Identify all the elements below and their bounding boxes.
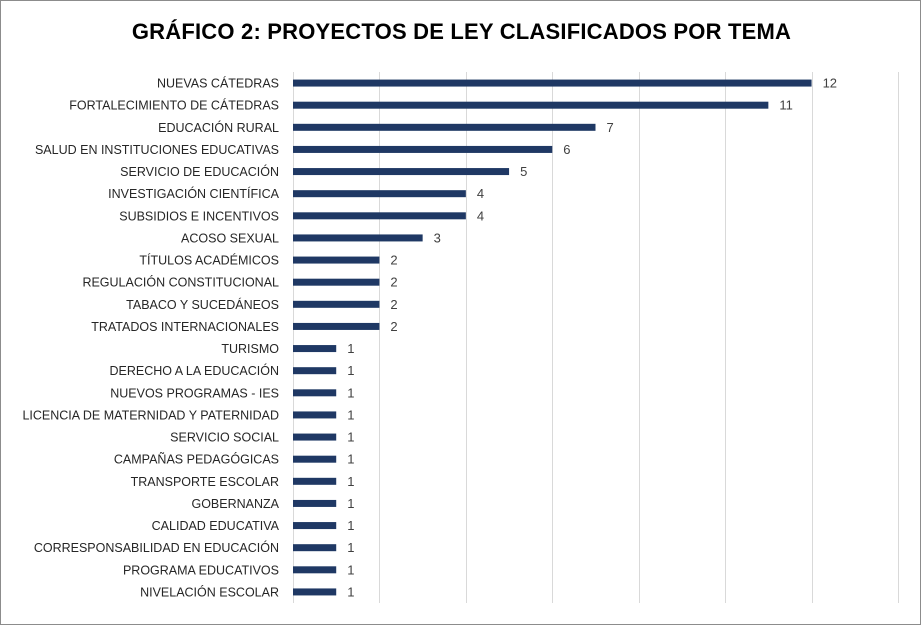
value-label: 12	[823, 76, 837, 91]
gridlines	[293, 72, 899, 603]
bars	[293, 79, 812, 596]
bar	[293, 544, 337, 552]
category-label: INVESTIGACIÓN CIENTÍFICA	[108, 186, 280, 201]
category-label: TRANSPORTE ESCOLAR	[131, 475, 279, 489]
bar	[293, 588, 337, 596]
value-label: 1	[347, 385, 354, 400]
value-label: 1	[347, 452, 354, 467]
bar	[293, 101, 769, 109]
category-label: SALUD EN INSTITUCIONES EDUCATIVAS	[35, 143, 279, 157]
category-label: NIVELACIÓN ESCOLAR	[140, 584, 279, 599]
bar	[293, 123, 596, 131]
category-label: ACOSO SEXUAL	[181, 231, 279, 245]
value-label: 1	[347, 363, 354, 378]
value-label: 1	[347, 562, 354, 577]
bar	[293, 145, 553, 153]
value-label: 6	[563, 142, 570, 157]
bar	[293, 79, 812, 87]
category-label: GOBERNANZA	[191, 497, 279, 511]
bar	[293, 278, 380, 286]
category-label: SUBSIDIOS E INCENTIVOS	[119, 209, 279, 223]
value-label: 1	[347, 341, 354, 356]
category-label: LICENCIA DE MATERNIDAD Y PATERNIDAD	[22, 408, 279, 422]
category-label: TURISMO	[221, 342, 279, 356]
value-label: 1	[347, 407, 354, 422]
category-label: PROGRAMA EDUCATIVOS	[123, 563, 279, 577]
bar	[293, 212, 466, 220]
bar	[293, 300, 380, 308]
category-label: CORRESPONSABILIDAD EN EDUCACIÓN	[34, 540, 279, 555]
bar	[293, 256, 380, 264]
chart-title: GRÁFICO 2: PROYECTOS DE LEY CLASIFICADOS…	[131, 19, 792, 44]
category-label: NUEVAS CÁTEDRAS	[157, 76, 279, 91]
bar	[293, 389, 337, 397]
category-label: DERECHO A LA EDUCACIÓN	[110, 363, 280, 378]
bar	[293, 566, 337, 574]
value-label: 1	[347, 584, 354, 599]
bar	[293, 455, 337, 463]
bar	[293, 345, 337, 353]
value-label: 1	[347, 540, 354, 555]
value-label: 5	[520, 164, 527, 179]
bar	[293, 477, 337, 485]
bar	[293, 433, 337, 441]
value-label: 2	[390, 319, 397, 334]
category-label: TRATADOS INTERNACIONALES	[91, 320, 279, 334]
bar	[293, 168, 510, 176]
value-label: 11	[779, 98, 793, 113]
bar	[293, 322, 380, 330]
category-label: NUEVOS PROGRAMAS - IES	[110, 386, 279, 400]
category-label: FORTALECIMIENTO DE CÁTEDRAS	[69, 98, 279, 113]
category-label: TÍTULOS ACADÉMICOS	[139, 253, 279, 268]
value-label: 1	[347, 518, 354, 533]
value-label: 1	[347, 474, 354, 489]
bar	[293, 234, 423, 242]
value-label: 3	[434, 230, 441, 245]
bar	[293, 499, 337, 507]
value-label: 4	[477, 208, 484, 223]
bar	[293, 522, 337, 530]
value-label: 7	[607, 120, 614, 135]
value-label: 2	[390, 275, 397, 290]
category-label: CAMPAÑAS PEDAGÓGICAS	[114, 452, 279, 467]
category-label: SERVICIO DE EDUCACIÓN	[120, 164, 279, 179]
value-label: 1	[347, 496, 354, 511]
bar	[293, 367, 337, 375]
category-label: SERVICIO SOCIAL	[170, 431, 279, 445]
category-labels: NUEVAS CÁTEDRAS FORTALECIMIENTO DE CÁTEDR…	[22, 76, 279, 600]
bar	[293, 411, 337, 419]
category-label: EDUCACIÓN RURAL	[158, 120, 279, 135]
bar	[293, 190, 466, 198]
value-label: 4	[477, 186, 484, 201]
category-label: TABACO Y SUCEDÁNEOS	[126, 297, 279, 312]
value-label: 2	[390, 253, 397, 268]
category-label: REGULACIÓN CONSTITUCIONAL	[82, 275, 279, 290]
value-label: 2	[390, 297, 397, 312]
value-label: 1	[347, 430, 354, 445]
category-label: CALIDAD EDUCATIVA	[152, 519, 280, 533]
